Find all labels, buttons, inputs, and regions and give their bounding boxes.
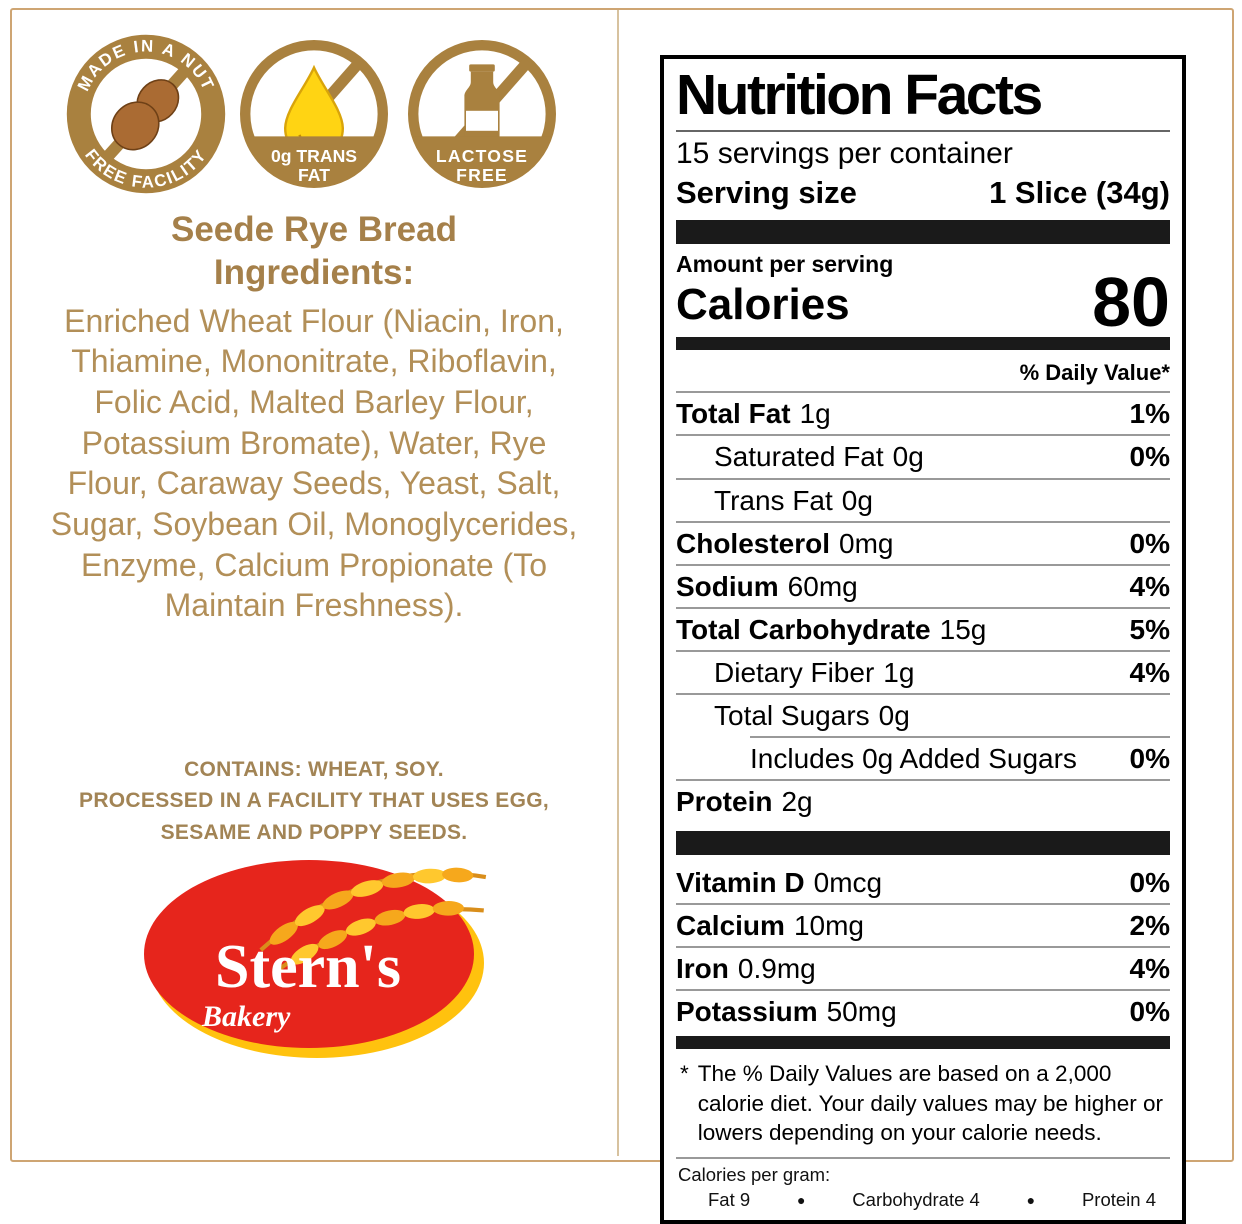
allergen-line: SESAME AND POPPY SEEDS. [160,820,468,844]
calories-row: Calories 80 [676,263,1170,342]
cpg-protein: Protein 4 [1081,1188,1156,1210]
nutrient-row-added-sugars: Includes 0g Added Sugars 0% [676,738,1170,781]
panel-divider [617,10,619,1156]
nutrient-row-total-fat: Total Fat 1g 1% [676,393,1170,437]
vitamin-row-iron: Iron 0.9mg 4% [676,948,1170,991]
thick-divider-bar [676,830,1170,855]
allergen-line: PROCESSED IN A FACILITY THAT USES EGG, [79,789,549,813]
serving-size-value: 1 Slice (34g) [989,175,1170,211]
nutrient-row-saturated-fat: Saturated Fat 0g 0% [676,436,1170,480]
nutrient-row-protein: Protein 2g [676,785,813,817]
certification-badges: MADE IN A NUT FREE FACILITY 0g TRANS FAT [12,34,616,194]
nutrition-facts-title: Nutrition Facts [676,63,1043,127]
footnote-text: The % Daily Values are based on a 2,000 … [697,1060,1164,1146]
vitamin-row-calcium: Calcium 10mg 2% [676,905,1170,948]
cpg-fat: Fat 9 [708,1188,751,1210]
trans-fat-free-badge-icon: 0g TRANS FAT [240,40,388,188]
partial-rule [750,735,1170,738]
thick-divider-bar [676,220,1170,245]
nutrient-row-trans-fat: Trans Fat 0g [676,480,1170,523]
calories-per-gram: Calories per gram: Fat 9 ● Carbohydrate … [676,1156,1170,1212]
allergen-line: CONTAINS: WHEAT, SOY. [184,757,444,781]
cpg-carbohydrate: Carbohydrate 4 [852,1188,980,1210]
nut-free-badge-icon: MADE IN A NUT FREE FACILITY [66,34,226,194]
vitamin-row-vitamin-d: Vitamin D 0mcg 0% [676,862,1170,905]
lactose-free-badge-icon: LACTOSE FREE [408,40,556,188]
serving-size-row: Serving size 1 Slice (34g) [676,175,1170,211]
nutrient-row-dietary-fiber: Dietary Fiber 1g 4% [676,652,1170,695]
calories-per-gram-label: Calories per gram: [678,1163,831,1185]
wheat-icon [259,867,487,975]
brand-logo: Stern's Bakery [144,860,487,1059]
vitamin-row-potassium: Potassium 50mg 0% [676,995,1170,1027]
allergen-statement: CONTAINS: WHEAT, SOY. PROCESSED IN A FAC… [12,754,616,849]
ingredients-panel: MADE IN A NUT FREE FACILITY 0g TRANS FAT [12,0,616,1059]
bullet-icon: ● [1026,1191,1036,1208]
amount-per-serving-label: Amount per serving [676,251,894,278]
nutrition-facts-panel: Nutrition Facts 15 servings per containe… [660,55,1186,1224]
bullet-icon: ● [797,1191,806,1208]
nutrient-row-cholesterol: Cholesterol 0mg 0% [676,523,1170,566]
daily-value-header: % Daily Value* [676,354,1170,394]
badge-line1: LACTOSE [436,146,528,166]
title-rule [676,129,1170,132]
calories-label: Calories [676,280,850,330]
milk-bottle-icon [464,64,500,154]
nutrient-row-total-carbohydrate: Total Carbohydrate 15g 5% [676,609,1170,652]
ingredients-text: Enriched Wheat Flour (Niacin, Iron, Thia… [50,302,578,624]
medium-divider-bar [676,337,1170,351]
footnote-asterisk: * [680,1060,689,1086]
calories-value: 80 [1092,263,1170,342]
thin-divider-bar [676,1035,1170,1049]
product-name: Seede Rye Bread [171,210,457,249]
calories-per-gram-values: Fat 9 ● Carbohydrate 4 ● Protein 4 [678,1186,1168,1211]
badge-line2: FREE [456,165,508,185]
servings-per-container: 15 servings per container [676,136,1013,170]
badge-line1: 0g TRANS [271,146,357,166]
product-title: Seede Rye Bread Ingredients: [12,208,616,295]
serving-size-label: Serving size [676,175,857,211]
badge-line2: FAT [298,165,330,185]
brand-subtitle: Bakery [202,1000,291,1034]
nutrient-row-sodium: Sodium 60mg 4% [676,566,1170,609]
nutrient-row-total-sugars: Total Sugars 0g [714,699,910,731]
peanut-icon [110,79,180,151]
daily-value-footnote: * The % Daily Values are based on a 2,00… [676,1051,1170,1157]
brand-name: Stern's [215,933,401,1002]
ingredients-heading: Ingredients: [213,253,415,293]
